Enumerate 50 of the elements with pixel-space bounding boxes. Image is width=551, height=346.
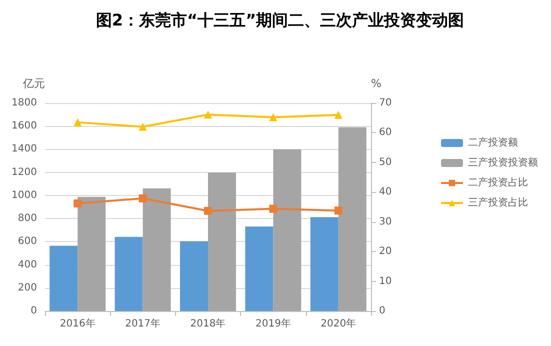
bar [273, 149, 302, 311]
legend-label: 二产投资额 [468, 136, 518, 148]
point [334, 110, 342, 119]
y2-tick-label: 40 [379, 186, 392, 198]
y2-tick-label: 70 [379, 98, 392, 108]
y-tick-label: 1200 [12, 166, 37, 178]
legend-label: 三产投资投资额 [468, 156, 538, 168]
bar [50, 246, 78, 311]
y-tick-label: 600 [18, 236, 37, 248]
y2-axis-title: % [371, 77, 382, 90]
y-tick-label: 1400 [12, 144, 37, 155]
x-tick-label: 2020年 [320, 318, 356, 330]
x-tick-label: 2016年 [60, 318, 96, 330]
x-tick-label: 2019年 [255, 318, 291, 330]
point [204, 110, 212, 119]
y2-tick-label: 50 [379, 156, 392, 168]
legend-label: 三产投资占比 [468, 196, 528, 208]
y2-tick-label: 30 [379, 216, 392, 228]
point [204, 206, 212, 215]
bar [114, 236, 143, 311]
y2-tick-label: 10 [379, 276, 392, 287]
y-tick-label: 200 [18, 282, 37, 294]
y-tick-label: 0 [30, 306, 37, 316]
y-tick-label: 400 [18, 259, 37, 270]
y2-tick-label: 60 [379, 127, 392, 138]
point [269, 204, 278, 213]
bar [245, 226, 274, 311]
x-tick-label: 2017年 [125, 318, 161, 330]
y-tick-label: 1000 [12, 190, 37, 201]
y2-tick-label: 20 [379, 246, 392, 258]
point [269, 113, 278, 122]
point [138, 194, 147, 202]
bar [142, 188, 171, 311]
x-tick-label: 2018年 [190, 318, 226, 330]
point [74, 199, 82, 208]
bar [180, 241, 208, 311]
bar [338, 127, 366, 311]
bar [78, 196, 106, 311]
y-tick-label: 1600 [12, 120, 37, 132]
point [334, 206, 342, 215]
point [74, 118, 82, 126]
y-axis-title: 亿元 [22, 77, 45, 90]
legend-label: 二产投资占比 [468, 176, 528, 188]
y2-tick-label: 0 [379, 306, 386, 316]
y-tick-label: 1800 [12, 98, 37, 108]
bar [310, 217, 338, 311]
y-tick-label: 800 [18, 213, 37, 224]
bar [208, 172, 236, 311]
chart-title: 图2：东莞市“十三五”期间二、三次产业投资变动图 [96, 10, 464, 30]
point [138, 122, 147, 131]
